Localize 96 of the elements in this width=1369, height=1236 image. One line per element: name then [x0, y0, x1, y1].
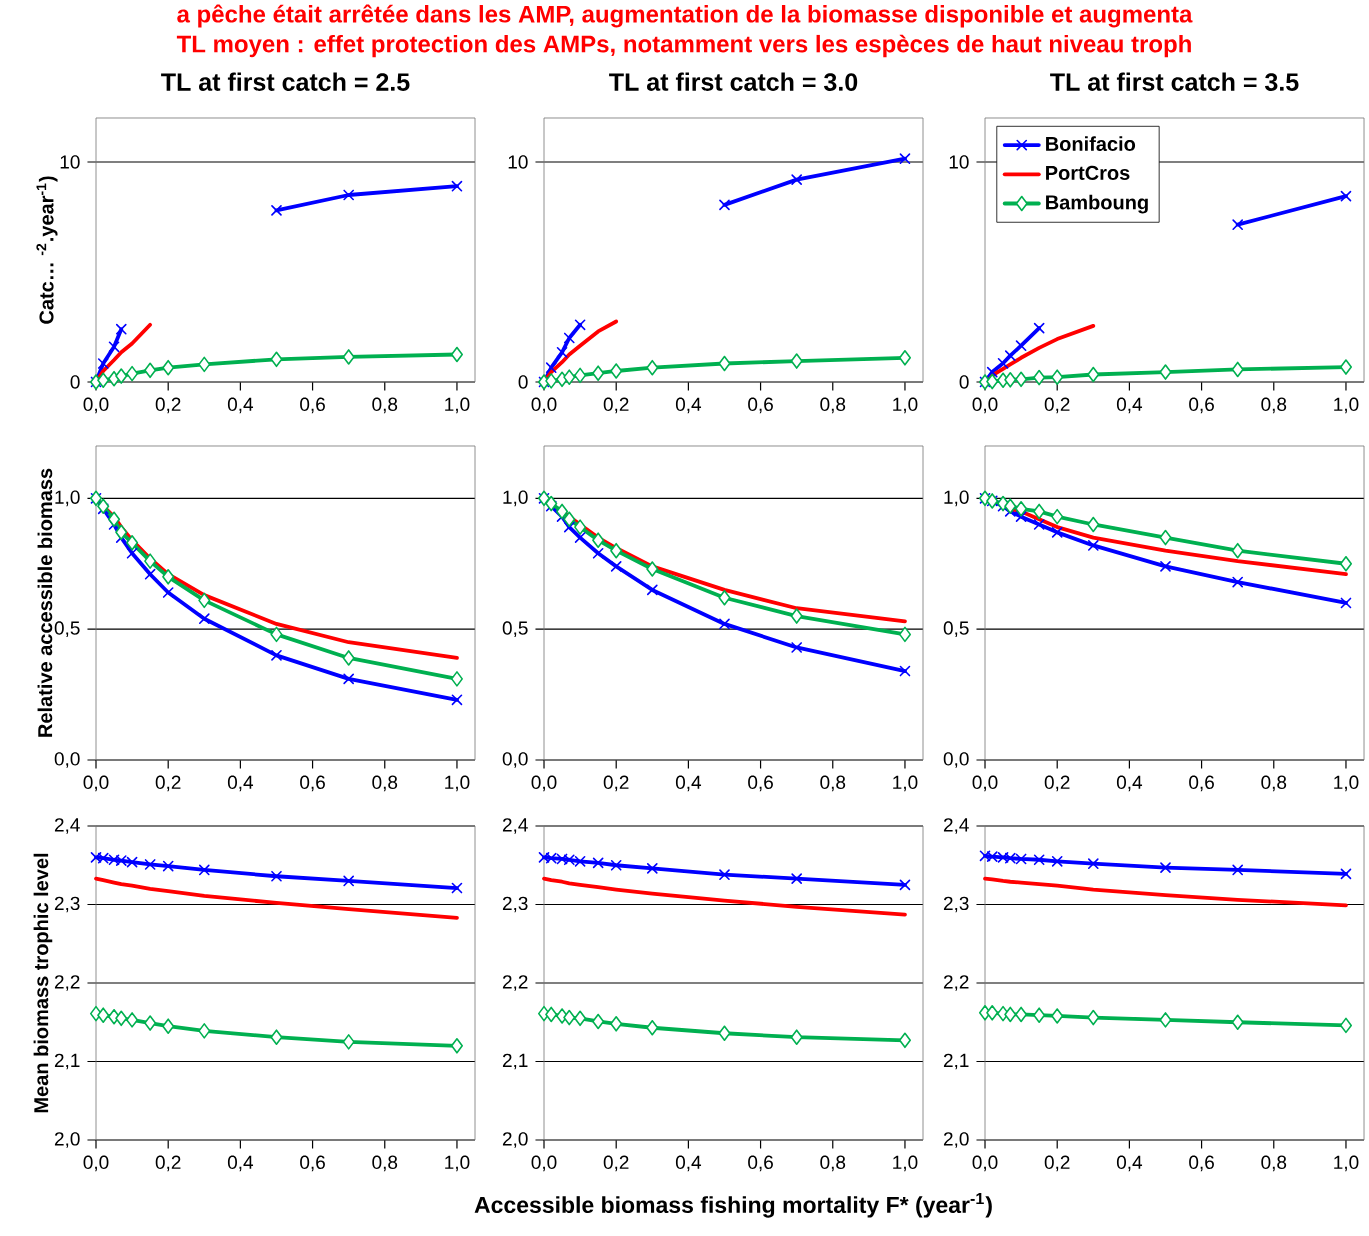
y-axis-title: Catc… $^{-2}$.year$^{-1}$) — [36, 176, 58, 324]
x-tick-label: 0,2 — [1044, 1155, 1070, 1172]
x-tick-label: 0,6 — [300, 775, 325, 792]
y-tick-label: 0,0 — [54, 752, 80, 768]
x-tick-label: 1,0 — [893, 397, 918, 414]
y-tick-label: 2,1 — [502, 1053, 528, 1070]
x-tick-label: 1,0 — [1334, 1155, 1359, 1172]
x-tick-label: 0,6 — [748, 775, 773, 792]
text: a pêche était arrêtée dans les AMP, augmentation de la biomasse disponible et augmenta — [177, 4, 1193, 28]
y-axis-title: Relative accessible biomass — [37, 468, 53, 737]
x-tick-label: 0,8 — [372, 775, 398, 792]
y-tick-label: 2,3 — [943, 896, 969, 913]
y-tick-label: 1,0 — [944, 490, 969, 507]
y-tick-label: 2,1 — [54, 1053, 80, 1070]
x-tick-label: 0,0 — [972, 775, 998, 792]
y-axis-title: Mean biomass trophic level — [33, 853, 53, 1113]
y-tick-label: 0,5 — [502, 621, 528, 638]
x-tick-label: 0,2 — [1044, 775, 1070, 792]
y-tick-label: 0 — [518, 375, 528, 389]
x-tick-label: 0,6 — [748, 397, 773, 414]
y-tick-label: 2,4 — [54, 818, 80, 834]
x-tick-label: 0,2 — [603, 1155, 629, 1172]
x-tick-label: 0,2 — [155, 775, 181, 792]
x-tick-label: 0,0 — [972, 1155, 998, 1172]
x-tick-label: 0,4 — [227, 775, 254, 792]
x-tick-label: 0,8 — [1261, 397, 1287, 414]
x-tick-label: 1,0 — [893, 1155, 918, 1172]
x-tick-label: 0,4 — [1116, 397, 1143, 414]
y-tick-label: 1,0 — [503, 490, 528, 507]
y-tick-label: 2,2 — [54, 975, 80, 991]
x-tick-label: 0,6 — [1189, 1155, 1214, 1172]
text: TL moyen : effet protection des AMPs, notamment vers les espèces de haut niveau troph — [176, 34, 1191, 58]
x-tick-label: 0,6 — [300, 397, 325, 414]
x-tick-label: 0,8 — [372, 397, 398, 414]
x-tick-label: 0,4 — [675, 1155, 702, 1172]
x-tick-label: 0,0 — [83, 1155, 109, 1172]
y-tick-label: 10 — [60, 155, 80, 169]
x-tick-label: 0,2 — [1044, 397, 1070, 414]
x-tick-label: 1,0 — [445, 1155, 470, 1172]
legend-label: PortCros — [1046, 165, 1130, 180]
x-tick-label: 0,2 — [603, 775, 629, 792]
y-tick-label: 2,2 — [502, 975, 528, 991]
y-tick-label: 2,3 — [502, 896, 528, 913]
chart-title: TL at first catch = 3.0 — [609, 72, 858, 91]
y-tick-label: 2,0 — [502, 1132, 528, 1148]
y-tick-label: 0,5 — [943, 621, 969, 638]
legend-label: Bamboung — [1046, 194, 1148, 214]
x-tick-label: 1,0 — [1334, 775, 1359, 792]
x-tick-label: 0,6 — [1189, 397, 1214, 414]
y-tick-label: 0 — [70, 375, 80, 389]
x-tick-label: 0,2 — [603, 397, 629, 414]
y-tick-label: 0,0 — [502, 752, 528, 768]
y-tick-label: 2,3 — [54, 896, 80, 913]
x-tick-label: 0,8 — [820, 397, 846, 414]
y-tick-label: 0,5 — [54, 621, 80, 638]
x-axis-title: Accessible biomass fishing mortality F* (year$^{-1}$) — [474, 1193, 992, 1218]
x-tick-label: 0,0 — [531, 1155, 557, 1172]
x-tick-label: 1,0 — [445, 775, 470, 792]
x-tick-label: 0,0 — [83, 775, 109, 792]
y-tick-label: 0 — [959, 375, 969, 389]
y-tick-label: 2,0 — [943, 1132, 969, 1148]
y-tick-label: 10 — [949, 155, 969, 169]
chart-title: TL at first catch = 2.5 — [161, 72, 410, 91]
x-tick-label: 0,2 — [155, 397, 181, 414]
chart-title: TL at first catch = 3.5 — [1050, 72, 1299, 91]
x-tick-label: 1,0 — [445, 397, 470, 414]
x-tick-label: 0,4 — [675, 775, 702, 792]
y-tick-label: 2,2 — [943, 975, 969, 991]
y-tick-label: 10 — [508, 155, 528, 169]
x-tick-label: 0,8 — [372, 1155, 398, 1172]
y-tick-label: 2,4 — [943, 818, 969, 834]
y-tick-label: 0,0 — [943, 752, 969, 768]
y-tick-label: 2,4 — [502, 818, 528, 834]
x-tick-label: 0,0 — [972, 397, 998, 414]
y-tick-label: 2,0 — [54, 1132, 80, 1148]
x-tick-label: 0,4 — [227, 1155, 254, 1172]
y-tick-label: 1,0 — [55, 490, 80, 507]
x-tick-label: 0,8 — [1261, 775, 1287, 792]
x-tick-label: 0,6 — [1189, 775, 1214, 792]
y-tick-label: 2,1 — [943, 1053, 969, 1070]
legend-label: Bonifacio — [1046, 136, 1136, 151]
x-tick-label: 0,8 — [820, 775, 846, 792]
x-tick-label: 0,6 — [300, 1155, 325, 1172]
x-tick-label: 0,4 — [675, 397, 702, 414]
x-tick-label: 0,4 — [227, 397, 254, 414]
x-tick-label: 1,0 — [893, 775, 918, 792]
x-tick-label: 1,0 — [1334, 397, 1359, 414]
x-tick-label: 0,8 — [820, 1155, 846, 1172]
x-tick-label: 0,4 — [1116, 1155, 1143, 1172]
x-tick-label: 0,0 — [531, 397, 557, 414]
x-tick-label: 0,4 — [1116, 775, 1143, 792]
x-tick-label: 0,0 — [83, 397, 109, 414]
x-tick-label: 0,2 — [155, 1155, 181, 1172]
x-tick-label: 0,0 — [531, 775, 557, 792]
x-tick-label: 0,8 — [1261, 1155, 1287, 1172]
x-tick-label: 0,6 — [748, 1155, 773, 1172]
